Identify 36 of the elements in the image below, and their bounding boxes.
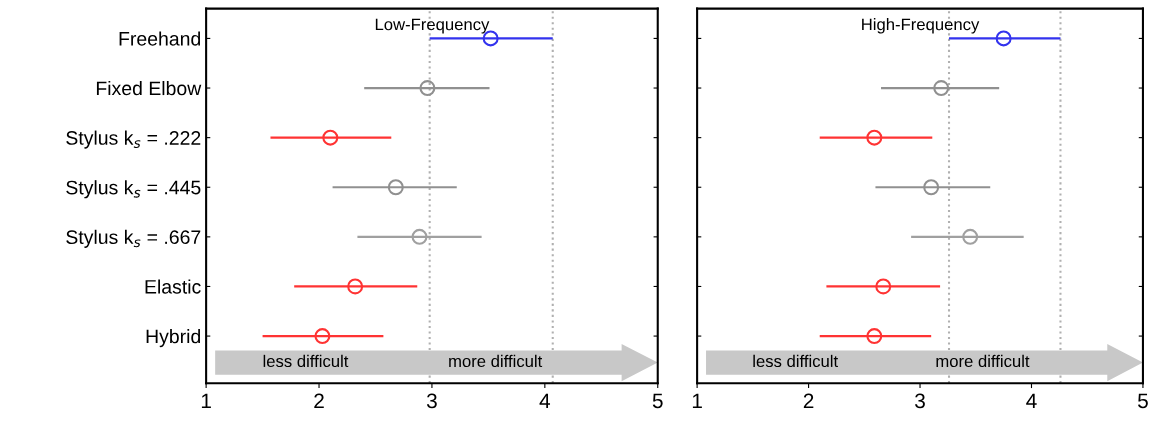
x-tick-label: 5: [652, 393, 663, 409]
text: Low-Frequency: [375, 18, 490, 34]
point: [347, 278, 364, 295]
annotation: less difficult: [753, 354, 838, 368]
x-tick-label: 3: [426, 393, 437, 409]
point: [866, 129, 883, 146]
y-tick-label: Stylus k$_{s}$ = .445: [66, 180, 201, 199]
point: [995, 30, 1012, 47]
point: [933, 80, 950, 97]
annotation: more difficult: [449, 354, 543, 368]
x-tick-label: 1: [201, 393, 211, 409]
x-tick-label: 4: [1026, 393, 1037, 409]
y-tick-label: Freehand: [119, 31, 201, 46]
y-tick-label: Elastic: [145, 279, 201, 294]
y-tick-label: Stylus k$_{s}$ = .222: [66, 130, 201, 149]
point: [962, 228, 979, 245]
point: [322, 129, 339, 146]
text: High-Frequency: [862, 18, 980, 34]
x-tick-label: 2: [803, 393, 814, 409]
point: [314, 328, 331, 345]
x-tick-label: 3: [915, 393, 925, 409]
point: [875, 278, 892, 295]
y-tick-label: Stylus k$_{s}$ = .667: [66, 229, 201, 248]
annotation: more difficult: [936, 354, 1030, 368]
point: [866, 328, 883, 345]
x-tick-label: 4: [539, 393, 551, 409]
point: [923, 179, 940, 196]
y-tick-label: Fixed Elbow: [96, 80, 202, 96]
annotation: less difficult: [263, 354, 349, 368]
x-tick-label: 2: [314, 393, 324, 409]
x-tick-label: 5: [1137, 393, 1148, 409]
x-tick-label: 1: [692, 393, 702, 409]
point: [387, 179, 404, 196]
y-tick-label: Hybrid: [146, 329, 201, 348]
point: [419, 80, 436, 97]
point: [411, 228, 428, 245]
